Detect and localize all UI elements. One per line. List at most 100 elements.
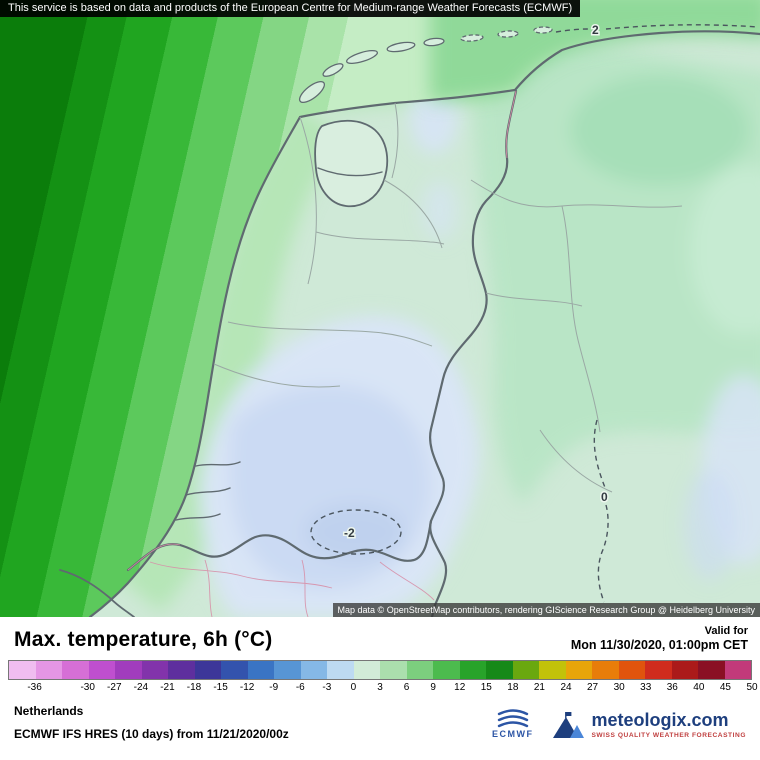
colorbar-tick-label: -27 bbox=[107, 682, 122, 693]
contour-plus2 bbox=[555, 24, 759, 33]
contour-minus2 bbox=[310, 509, 402, 555]
colorbar-segment bbox=[88, 661, 115, 679]
colorbar-segment bbox=[486, 661, 513, 679]
sea-top-overlay bbox=[430, 0, 760, 102]
colorbar-tick-label: 0 bbox=[350, 682, 357, 693]
logos: ECMWF meteologix.com SWISS QUALITY WEATH… bbox=[492, 708, 746, 741]
colorbar-tick-label: -6 bbox=[295, 682, 305, 693]
colorbar-segment bbox=[592, 661, 619, 679]
service-banner-text: This service is based on data and produc… bbox=[8, 2, 573, 14]
colorbar-segment bbox=[565, 661, 592, 679]
border-nl-belgium bbox=[126, 519, 433, 572]
map-area: 2 0 -2 This service is based on data and… bbox=[0, 0, 760, 617]
colorbar-segment bbox=[539, 661, 566, 679]
colorbar-tick-label: -24 bbox=[133, 682, 149, 693]
colorbar-labels: -36 -30 -27 -24 -21 -18 -15 -12 -9 -6 -3 0 3 6 9 12 15 18… bbox=[8, 682, 757, 695]
ecmwf-logo-icon bbox=[497, 709, 528, 728]
sea-temperature-bands bbox=[0, 0, 760, 617]
colorbar-tick-label: 18 bbox=[507, 682, 519, 693]
title-row: Max. temperature, 6h (°C) Valid for Mon … bbox=[0, 617, 760, 654]
colorbar-segment bbox=[353, 661, 380, 679]
colorbar-tick-label: -15 bbox=[213, 682, 228, 693]
colorbar-segment bbox=[327, 661, 354, 679]
contour-label-zero: 0 bbox=[601, 490, 608, 504]
colorbar-segment bbox=[406, 661, 433, 679]
colorbar-tick-label: 15 bbox=[480, 682, 492, 693]
map-attribution[interactable]: Map data © OpenStreetMap contributors, r… bbox=[332, 603, 760, 617]
contour-value-labels: 2 0 -2 bbox=[343, 22, 610, 542]
colorbar-tick-label: -21 bbox=[160, 682, 175, 693]
contour-label-minus2: -2 bbox=[344, 526, 355, 540]
colorbar-tick-label: 36 bbox=[666, 682, 678, 693]
colorbar-segment bbox=[698, 661, 725, 679]
colorbar-tick-label: 50 bbox=[746, 682, 758, 693]
colorbar-tick-label: 24 bbox=[560, 682, 572, 693]
colorbar-tick-label: -30 bbox=[80, 682, 95, 693]
colorbar-tick-label: -9 bbox=[269, 682, 279, 693]
wadden-islands bbox=[298, 26, 553, 104]
colorbar-segment bbox=[62, 661, 89, 679]
colorbar-tick-label: 21 bbox=[533, 682, 545, 693]
colorbar-segment bbox=[618, 661, 645, 679]
region-name: Netherlands bbox=[14, 704, 84, 718]
valid-time-block: Valid for Mon 11/30/2020, 01:00pm CET bbox=[571, 625, 748, 652]
meteologix-brand: meteologix.com bbox=[591, 710, 729, 730]
colorbar-segment bbox=[247, 661, 274, 679]
meteologix-wordmark: meteologix.com SWISS QUALITY WEATHER FOR… bbox=[591, 711, 746, 739]
service-banner: This service is based on data and produc… bbox=[0, 0, 581, 17]
colorbar-tick-label: -3 bbox=[322, 682, 332, 693]
province-borders bbox=[213, 102, 683, 493]
model-info: ECMWF IFS HRES (10 days) from 11/21/2020… bbox=[14, 727, 289, 741]
colorbar-segment bbox=[115, 661, 142, 679]
colorbar-tick-label: 9 bbox=[430, 682, 436, 693]
zeeland-inlets bbox=[175, 461, 241, 521]
meteologix-logo[interactable]: meteologix.com SWISS QUALITY WEATHER FOR… bbox=[551, 711, 746, 739]
colorbar-segment bbox=[274, 661, 301, 679]
colorbar-tick-label: 6 bbox=[403, 682, 410, 693]
colorbar-segment bbox=[221, 661, 248, 679]
colorbar-tick-label: 45 bbox=[719, 682, 731, 693]
mountain-icon bbox=[553, 712, 585, 738]
contour-label-plus2: 2 bbox=[592, 23, 599, 37]
colorbar-tick-label: 27 bbox=[587, 682, 599, 693]
colorbar-tick-label: 3 bbox=[377, 682, 383, 693]
temperature-colorbar: -36 -30 -27 -24 -21 -18 -15 -12 -9 -6 -3 0 3 6 9 12 15 18… bbox=[8, 660, 758, 695]
colorbar-segment bbox=[300, 661, 327, 679]
colorbar-segment bbox=[645, 661, 672, 679]
colorbar-segment bbox=[380, 661, 407, 679]
colorbar-segment bbox=[9, 661, 36, 679]
colorbar-segment bbox=[433, 661, 460, 679]
border-south bbox=[59, 569, 135, 617]
colorbar-segment bbox=[724, 661, 751, 679]
contour-zero bbox=[593, 419, 609, 603]
lake-ijsselmeer bbox=[314, 119, 389, 208]
meteologix-tagline: SWISS QUALITY WEATHER FORECASTING bbox=[591, 732, 746, 739]
colorbar-segment bbox=[168, 661, 195, 679]
colorbar-tick-label: 40 bbox=[693, 682, 705, 693]
ecmwf-logo[interactable]: ECMWF bbox=[492, 708, 534, 739]
colorbar-tick-label: 30 bbox=[613, 682, 625, 693]
page-title: Max. temperature, 6h (°C) bbox=[14, 628, 273, 651]
colorbar-tick-label: 33 bbox=[640, 682, 652, 693]
admin-pink-lines bbox=[127, 90, 517, 617]
ecmwf-logo-label: ECMWF bbox=[491, 729, 534, 739]
colorbar-segment bbox=[141, 661, 168, 679]
colorbar-segment bbox=[194, 661, 221, 679]
valid-time: Mon 11/30/2020, 01:00pm CET bbox=[570, 638, 748, 652]
isotherm-contours bbox=[310, 24, 759, 603]
colorbar-tick-label: -12 bbox=[239, 682, 255, 693]
bottom-row: Netherlands ECMWF IFS HRES (10 days) fro… bbox=[0, 695, 760, 741]
colorbar-segment bbox=[512, 661, 539, 679]
colorbar-tick-label: -18 bbox=[186, 682, 202, 693]
valid-for-label: Valid for bbox=[704, 625, 748, 637]
colorbar-segment bbox=[35, 661, 62, 679]
colorbar-tick-label: 12 bbox=[454, 682, 466, 693]
lake-divider bbox=[317, 167, 383, 177]
colorbar-segment bbox=[459, 661, 486, 679]
colorbar-segment bbox=[671, 661, 698, 679]
colorbar-tick-label: -36 bbox=[27, 682, 42, 693]
map-svg: 2 0 -2 bbox=[0, 0, 760, 617]
model-info-block: Netherlands ECMWF IFS HRES (10 days) fro… bbox=[14, 704, 289, 741]
footer-panel: Max. temperature, 6h (°C) Valid for Mon … bbox=[0, 617, 760, 760]
